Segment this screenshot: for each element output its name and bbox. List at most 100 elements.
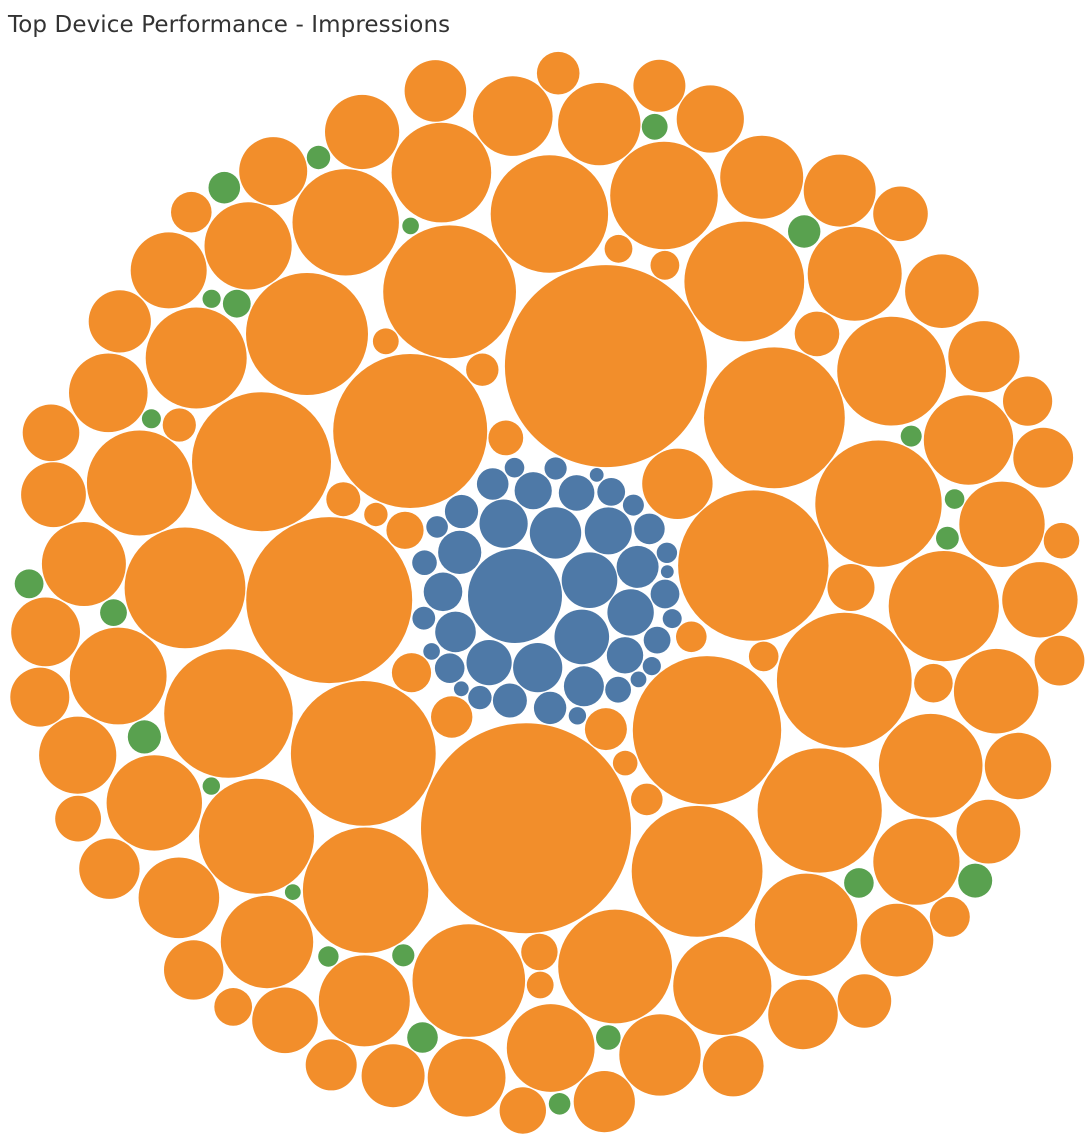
bubble-1-29[interactable] (754, 873, 858, 976)
bubble-1-54[interactable] (1002, 562, 1078, 638)
bubble-1-108[interactable] (584, 708, 627, 751)
bubble-1-72[interactable] (573, 1071, 635, 1133)
bubble-0-40[interactable] (453, 681, 469, 697)
bubble-1-62[interactable] (11, 597, 80, 667)
bubble-1-118[interactable] (488, 420, 524, 456)
bubble-0-28[interactable] (468, 685, 492, 710)
bubble-1-66[interactable] (252, 987, 318, 1054)
bubble-1-55[interactable] (325, 94, 400, 170)
bubble-1-95[interactable] (1034, 635, 1085, 686)
bubble-1-45[interactable] (720, 135, 804, 219)
bubble-1-14[interactable] (302, 827, 429, 953)
bubble-0-21[interactable] (634, 513, 665, 545)
bubble-0-42[interactable] (660, 565, 674, 579)
bubble-1-31[interactable] (391, 122, 492, 223)
bubble-1-33[interactable] (69, 627, 167, 725)
bubble-0-24[interactable] (597, 478, 626, 506)
bubble-1-3[interactable] (333, 354, 488, 508)
bubble-1-73[interactable] (702, 1035, 764, 1097)
bubble-1-7[interactable] (704, 347, 845, 489)
bubble-0-7[interactable] (607, 589, 654, 636)
bubble-1-18[interactable] (684, 221, 805, 342)
bubble-1-57[interactable] (860, 903, 934, 977)
bubble-0-36[interactable] (642, 657, 661, 676)
bubble-0-11[interactable] (435, 611, 476, 653)
bubble-1-58[interactable] (803, 154, 876, 227)
bubble-2-31[interactable] (548, 1093, 571, 1115)
bubble-2-23[interactable] (14, 569, 44, 599)
bubble-0-17[interactable] (492, 683, 527, 718)
bubble-0-27[interactable] (412, 550, 437, 575)
bubble-1-48[interactable] (138, 857, 220, 939)
bubble-1-122[interactable] (631, 783, 663, 816)
bubble-1-53[interactable] (130, 232, 207, 309)
bubble-2-26[interactable] (641, 113, 668, 140)
bubble-2-36[interactable] (202, 289, 221, 308)
bubble-0-37[interactable] (568, 707, 587, 725)
bubble-1-130[interactable] (364, 502, 388, 527)
bubble-2-30[interactable] (392, 944, 415, 967)
bubble-1-2[interactable] (246, 517, 413, 684)
bubble-2-19[interactable] (788, 215, 821, 248)
bubble-0-5[interactable] (479, 499, 528, 548)
bubble-1-113[interactable] (914, 663, 953, 703)
bubble-1-60[interactable] (642, 448, 713, 519)
bubble-1-110[interactable] (171, 191, 212, 233)
bubble-1-77[interactable] (10, 667, 70, 727)
bubble-1-63[interactable] (239, 137, 308, 206)
bubble-0-25[interactable] (643, 626, 671, 654)
bubble-1-26[interactable] (292, 169, 399, 276)
bubble-0-0[interactable] (468, 549, 562, 643)
bubble-1-30[interactable] (145, 307, 247, 409)
bubble-2-34[interactable] (944, 489, 965, 509)
bubble-1-17[interactable] (124, 527, 246, 649)
bubble-0-31[interactable] (426, 516, 448, 538)
bubble-1-100[interactable] (827, 564, 875, 611)
bubble-0-1[interactable] (561, 552, 618, 608)
bubble-1-75[interactable] (1013, 427, 1074, 488)
bubble-1-107[interactable] (536, 51, 580, 95)
bubble-1-51[interactable] (427, 1038, 506, 1117)
bubble-1-36[interactable] (220, 895, 314, 989)
bubble-0-9[interactable] (438, 530, 482, 575)
bubble-0-13[interactable] (423, 572, 463, 612)
bubble-1-67[interactable] (21, 462, 86, 528)
bubble-1-70[interactable] (88, 290, 151, 353)
bubble-1-86[interactable] (873, 186, 928, 242)
bubble-1-32[interactable] (673, 936, 772, 1035)
bubble-1-74[interactable] (79, 838, 140, 899)
bubble-0-41[interactable] (589, 468, 604, 482)
bubble-1-76[interactable] (164, 940, 224, 1000)
bubble-2-29[interactable] (936, 526, 959, 550)
bubble-1-24[interactable] (837, 316, 946, 426)
bubble-1-25[interactable] (610, 141, 718, 250)
bubble-1-49[interactable] (473, 76, 553, 156)
bubble-1-104[interactable] (794, 311, 840, 357)
bubble-1-64[interactable] (676, 85, 744, 153)
bubble-0-22[interactable] (434, 653, 465, 683)
bubble-1-52[interactable] (39, 716, 117, 794)
bubble-0-18[interactable] (444, 494, 479, 529)
bubble-1-109[interactable] (431, 696, 473, 738)
bubble-1-42[interactable] (959, 481, 1045, 567)
bubble-1-37[interactable] (318, 955, 410, 1047)
bubble-1-11[interactable] (631, 805, 763, 937)
bubble-1-82[interactable] (22, 404, 80, 462)
bubble-1-34[interactable] (106, 755, 202, 851)
bubble-1-0[interactable] (421, 723, 631, 934)
bubble-1-23[interactable] (888, 551, 999, 662)
bubble-0-16[interactable] (558, 475, 595, 511)
bubble-0-33[interactable] (656, 542, 678, 563)
bubble-1-68[interactable] (956, 799, 1021, 864)
bubble-2-37[interactable] (202, 777, 220, 795)
bubble-1-59[interactable] (948, 321, 1020, 393)
bubble-1-128[interactable] (372, 328, 399, 355)
bubble-2-38[interactable] (402, 217, 419, 235)
bubble-0-19[interactable] (533, 691, 567, 725)
bubble-0-2[interactable] (554, 609, 610, 665)
bubble-1-71[interactable] (404, 60, 467, 122)
bubble-1-6[interactable] (290, 681, 436, 826)
bubble-1-41[interactable] (873, 818, 960, 905)
bubble-0-14[interactable] (514, 472, 552, 510)
bubble-1-43[interactable] (953, 648, 1039, 734)
